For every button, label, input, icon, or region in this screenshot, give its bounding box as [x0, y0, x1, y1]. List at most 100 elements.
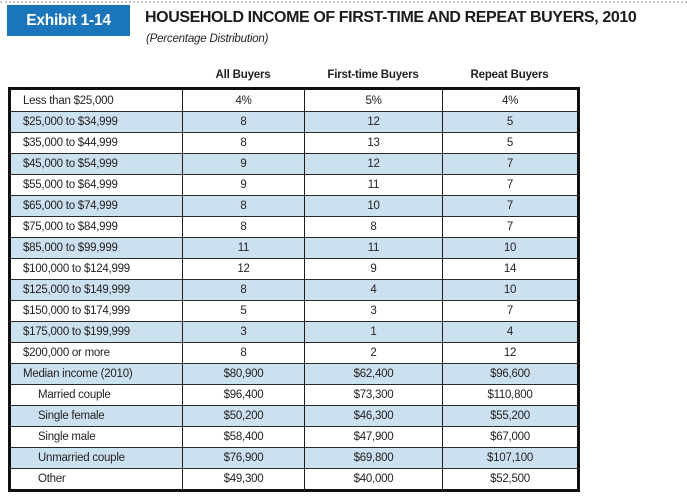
first-time-buyers-value-cell: 9	[304, 259, 442, 279]
col-header-first-time-buyers: First-time Buyers	[327, 68, 419, 81]
repeat-buyers-value-cell: 10	[442, 280, 577, 300]
first-time-buyers-value-cell: $62,400	[304, 364, 442, 384]
table-row: $25,000 to $34,999 8 12 5	[11, 111, 577, 132]
repeat-buyers-value-cell: 7	[442, 217, 577, 237]
table-row: Married couple $96,400 $73,300 $110,800	[11, 384, 577, 405]
all-buyers-value-cell: 12	[182, 259, 304, 279]
row-label-cell: $85,000 to $99,999	[23, 242, 118, 254]
col-header-all-buyers: All Buyers	[215, 68, 271, 81]
page-title: HOUSEHOLD INCOME OF FIRST-TIME AND REPEA…	[145, 9, 637, 26]
all-buyers-value-cell: 8	[182, 343, 304, 363]
row-label-cell: $125,000 to $149,999	[23, 284, 130, 296]
repeat-buyers-value-cell: $96,600	[442, 364, 577, 384]
first-time-buyers-value-cell: 12	[304, 112, 442, 132]
row-label-cell: $175,000 to $199,999	[23, 326, 130, 338]
first-time-buyers-value-cell: $69,800	[304, 448, 442, 468]
first-time-buyers-value-cell: 4	[304, 280, 442, 300]
first-time-buyers-value-cell: 10	[304, 196, 442, 216]
row-label-cell: $25,000 to $34,999	[23, 116, 118, 128]
row-label-cell: Single female	[38, 410, 105, 422]
table-body: Less than $25,000 4% 5% 4% $25,000 to $3…	[11, 90, 577, 489]
repeat-buyers-value-cell: 10	[442, 238, 577, 258]
all-buyers-value-cell: $50,200	[182, 406, 304, 426]
repeat-buyers-value-cell: 12	[442, 343, 577, 363]
first-time-buyers-value-cell: $47,900	[304, 427, 442, 447]
all-buyers-value-cell: 8	[182, 133, 304, 153]
row-label-cell: Single male	[38, 431, 96, 443]
exhibit-badge: Exhibit 1-14	[7, 5, 130, 36]
first-time-buyers-value-cell: 3	[304, 301, 442, 321]
table-row: $85,000 to $99,999 11 11 10	[11, 237, 577, 258]
page-subtitle: (Percentage Distribution)	[146, 33, 269, 45]
first-time-buyers-value-cell: 11	[304, 175, 442, 195]
col-header-repeat-buyers: Repeat Buyers	[470, 68, 549, 81]
table-row: Single female $50,200 $46,300 $55,200	[11, 405, 577, 426]
table-row: Unmarried couple $76,900 $69,800 $107,10…	[11, 447, 577, 468]
table-row: $75,000 to $84,999 8 8 7	[11, 216, 577, 237]
all-buyers-value-cell: $96,400	[182, 385, 304, 405]
repeat-buyers-value-cell: $55,200	[442, 406, 577, 426]
row-label-cell: $55,000 to $64,999	[23, 179, 118, 191]
first-time-buyers-value-cell: $46,300	[304, 406, 442, 426]
page-top-rule-artifact	[0, 1, 687, 3]
repeat-buyers-value-cell: 4%	[442, 90, 577, 111]
all-buyers-value-cell: 5	[182, 301, 304, 321]
repeat-buyers-value-cell: 7	[442, 175, 577, 195]
exhibit-badge-label: Exhibit 1-14	[26, 11, 111, 29]
row-label-cell: Less than $25,000	[23, 94, 114, 107]
first-time-buyers-value-cell: 11	[304, 238, 442, 258]
repeat-buyers-value-cell: $67,000	[442, 427, 577, 447]
table-row: $150,000 to $174,999 5 3 7	[11, 300, 577, 321]
table-row: $125,000 to $149,999 8 4 10	[11, 279, 577, 300]
row-label-cell: Unmarried couple	[38, 452, 125, 464]
first-time-buyers-value-cell: 5%	[304, 90, 442, 111]
table-row: Less than $25,000 4% 5% 4%	[11, 90, 577, 111]
table-row: $65,000 to $74,999 8 10 7	[11, 195, 577, 216]
table-row: $175,000 to $199,999 3 1 4	[11, 321, 577, 342]
table-row: $200,000 or more 8 2 12	[11, 342, 577, 363]
all-buyers-value-cell: 8	[182, 196, 304, 216]
repeat-buyers-value-cell: 7	[442, 154, 577, 174]
repeat-buyers-value-cell: 5	[442, 112, 577, 132]
all-buyers-value-cell: $80,900	[182, 364, 304, 384]
first-time-buyers-value-cell: $40,000	[304, 469, 442, 489]
income-table: Less than $25,000 4% 5% 4% $25,000 to $3…	[8, 87, 580, 492]
row-label-cell: $75,000 to $84,999	[23, 221, 118, 233]
all-buyers-value-cell: 8	[182, 280, 304, 300]
all-buyers-value-cell: 8	[182, 112, 304, 132]
row-label-cell: Other	[38, 473, 66, 485]
repeat-buyers-value-cell: 7	[442, 301, 577, 321]
repeat-buyers-value-cell: 4	[442, 322, 577, 342]
col-header-stub	[11, 66, 182, 83]
row-label-cell: $100,000 to $124,999	[23, 263, 130, 275]
all-buyers-value-cell: 4%	[182, 90, 304, 111]
table-column-headers: All Buyers First-time Buyers Repeat Buye…	[8, 66, 580, 83]
repeat-buyers-value-cell: $107,100	[442, 448, 577, 468]
row-label-cell: $35,000 to $44,999	[23, 137, 118, 149]
first-time-buyers-value-cell: $73,300	[304, 385, 442, 405]
first-time-buyers-value-cell: 12	[304, 154, 442, 174]
row-label-cell: Median income (2010)	[23, 368, 133, 380]
table-row: $100,000 to $124,999 12 9 14	[11, 258, 577, 279]
all-buyers-value-cell: $58,400	[182, 427, 304, 447]
table-row: $55,000 to $64,999 9 11 7	[11, 174, 577, 195]
table-row: Single male $58,400 $47,900 $67,000	[11, 426, 577, 447]
table-row: $35,000 to $44,999 8 13 5	[11, 132, 577, 153]
all-buyers-value-cell: $76,900	[182, 448, 304, 468]
repeat-buyers-value-cell: 5	[442, 133, 577, 153]
all-buyers-value-cell: 8	[182, 217, 304, 237]
all-buyers-value-cell: 3	[182, 322, 304, 342]
all-buyers-value-cell: 9	[182, 154, 304, 174]
table-row: Other $49,300 $40,000 $52,500	[11, 468, 577, 489]
all-buyers-value-cell: 11	[182, 238, 304, 258]
row-label-cell: $200,000 or more	[23, 347, 110, 359]
row-label-cell: Married couple	[38, 389, 111, 401]
all-buyers-value-cell: 9	[182, 175, 304, 195]
repeat-buyers-value-cell: $52,500	[442, 469, 577, 489]
row-label-cell: $65,000 to $74,999	[23, 200, 118, 212]
first-time-buyers-value-cell: 1	[304, 322, 442, 342]
table-row: Median income (2010) $80,900 $62,400 $96…	[11, 363, 577, 384]
repeat-buyers-value-cell: 7	[442, 196, 577, 216]
row-label-cell: $150,000 to $174,999	[23, 305, 130, 317]
